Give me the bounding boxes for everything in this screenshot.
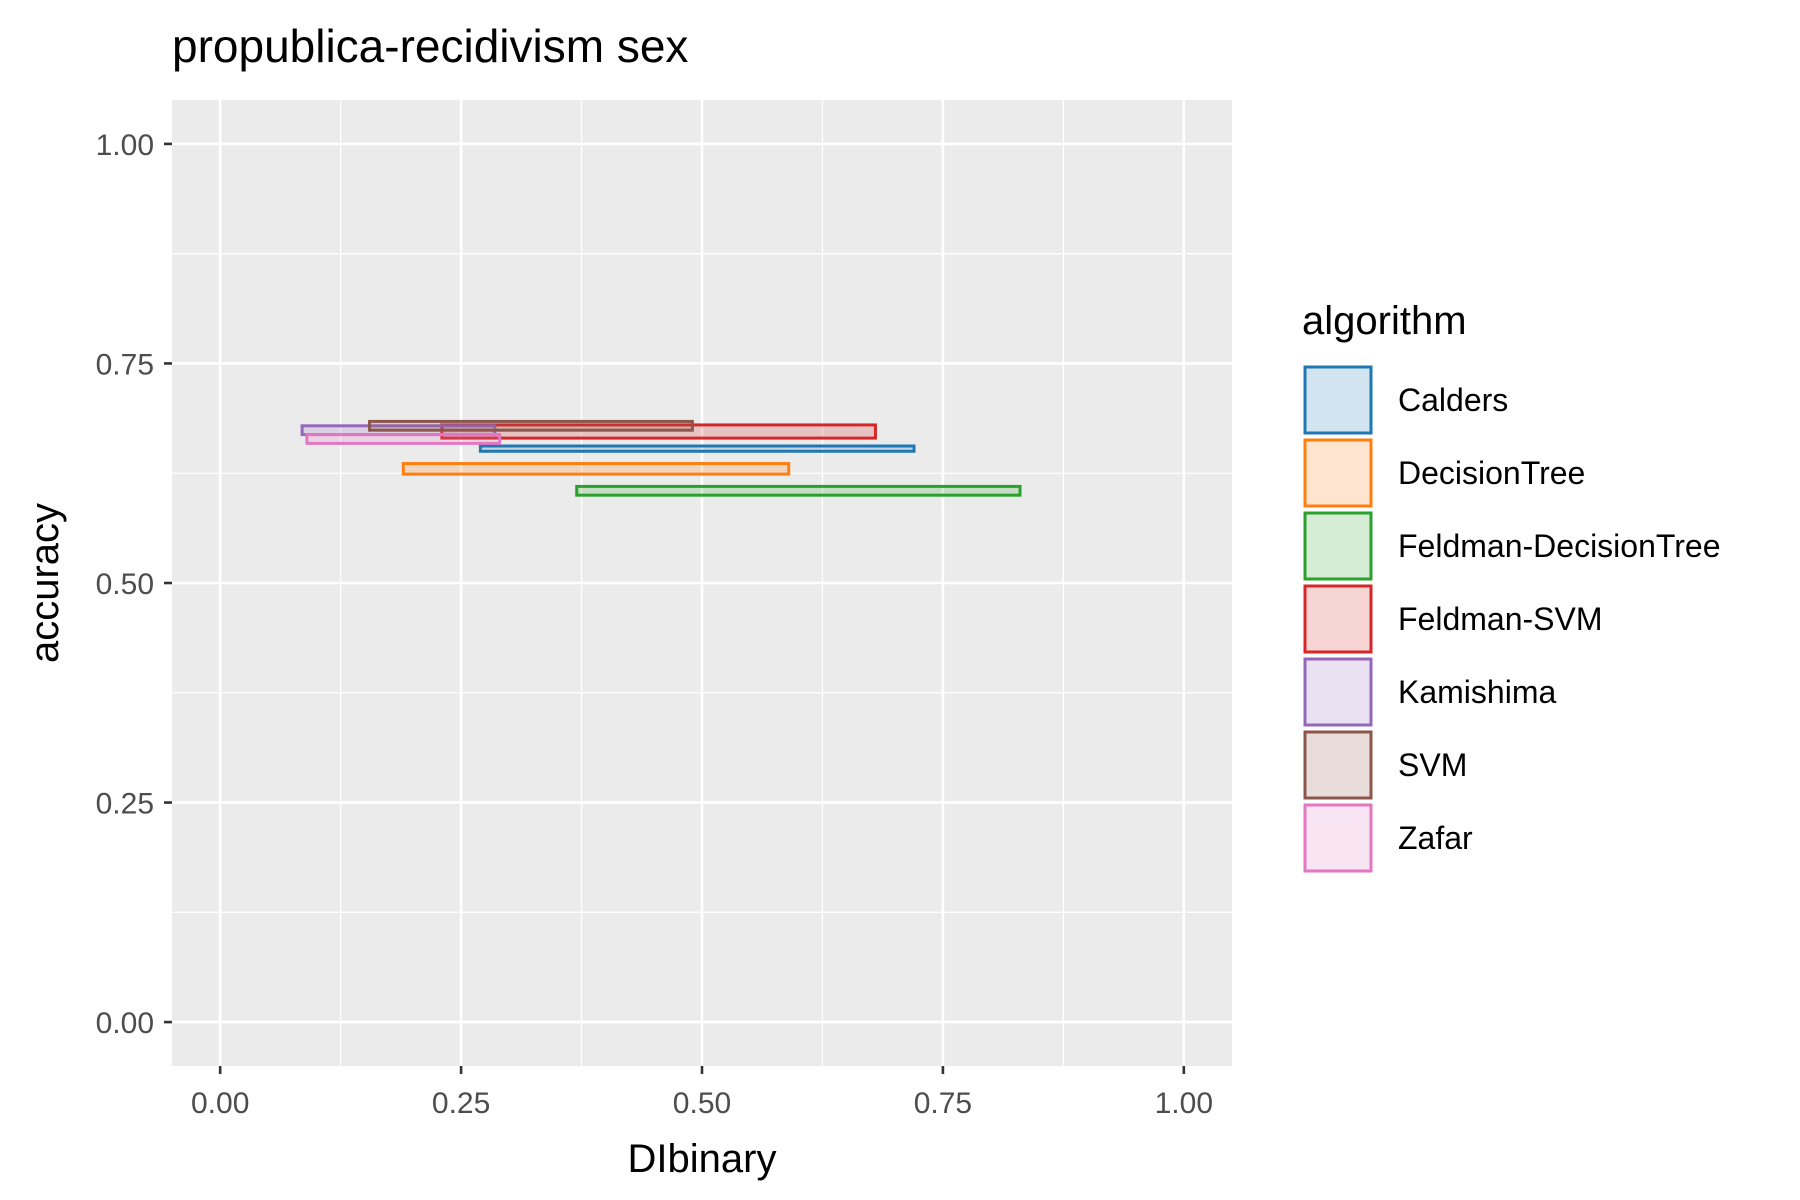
legend-label: SVM [1398,747,1467,783]
grid [172,100,1232,1066]
legend-key-kamishima [1303,657,1373,727]
chart-title: propublica-recidivism sex [172,20,688,72]
legend-label: Feldman-SVM [1398,601,1603,637]
data-rects [300,419,1022,497]
legend-label: Kamishima [1398,674,1556,710]
y-tick-label: 0.50 [96,568,154,601]
legend-label: Zafar [1398,820,1473,856]
legend-key-calders [1303,365,1373,435]
data-rect-zafar [305,433,502,445]
x-tick-label: 0.25 [432,1087,490,1120]
x-axis-title: DIbinary [628,1137,777,1181]
y-tick-label: 0.25 [96,788,154,821]
legend-label: DecisionTree [1398,455,1585,491]
y-tick-label: 0.00 [96,1007,154,1040]
y-axis-title: accuracy [23,503,67,663]
legend-key-zafar [1303,803,1373,873]
legend-key-feldman-svm [1303,584,1373,654]
legend-label: Feldman-DecisionTree [1398,528,1720,564]
x-tick-label: 0.50 [673,1087,731,1120]
legend-key-svm [1303,730,1373,800]
y-axis: 0.00 0.25 0.50 0.75 1.00 [96,129,172,1040]
data-rect-calders [478,444,916,453]
x-axis: 0.00 0.25 0.50 0.75 1.00 [191,1066,1213,1120]
legend-key-decisiontree [1303,438,1373,508]
x-tick-label: 0.00 [191,1087,249,1120]
data-rect-svm [368,419,694,432]
data-rect-decisiontree [401,462,791,476]
legend-title: algorithm [1302,299,1467,343]
y-tick-label: 1.00 [96,129,154,162]
legend-key-feldman-decisiontree [1303,511,1373,581]
data-rect-feldman-decisiontree [575,484,1022,497]
legend-label: Calders [1398,382,1508,418]
x-tick-label: 0.75 [914,1087,972,1120]
x-tick-label: 1.00 [1155,1087,1213,1120]
legend: algorithm Calders DecisionTree Feldman-Dec… [1302,299,1720,873]
y-tick-label: 0.75 [96,348,154,381]
